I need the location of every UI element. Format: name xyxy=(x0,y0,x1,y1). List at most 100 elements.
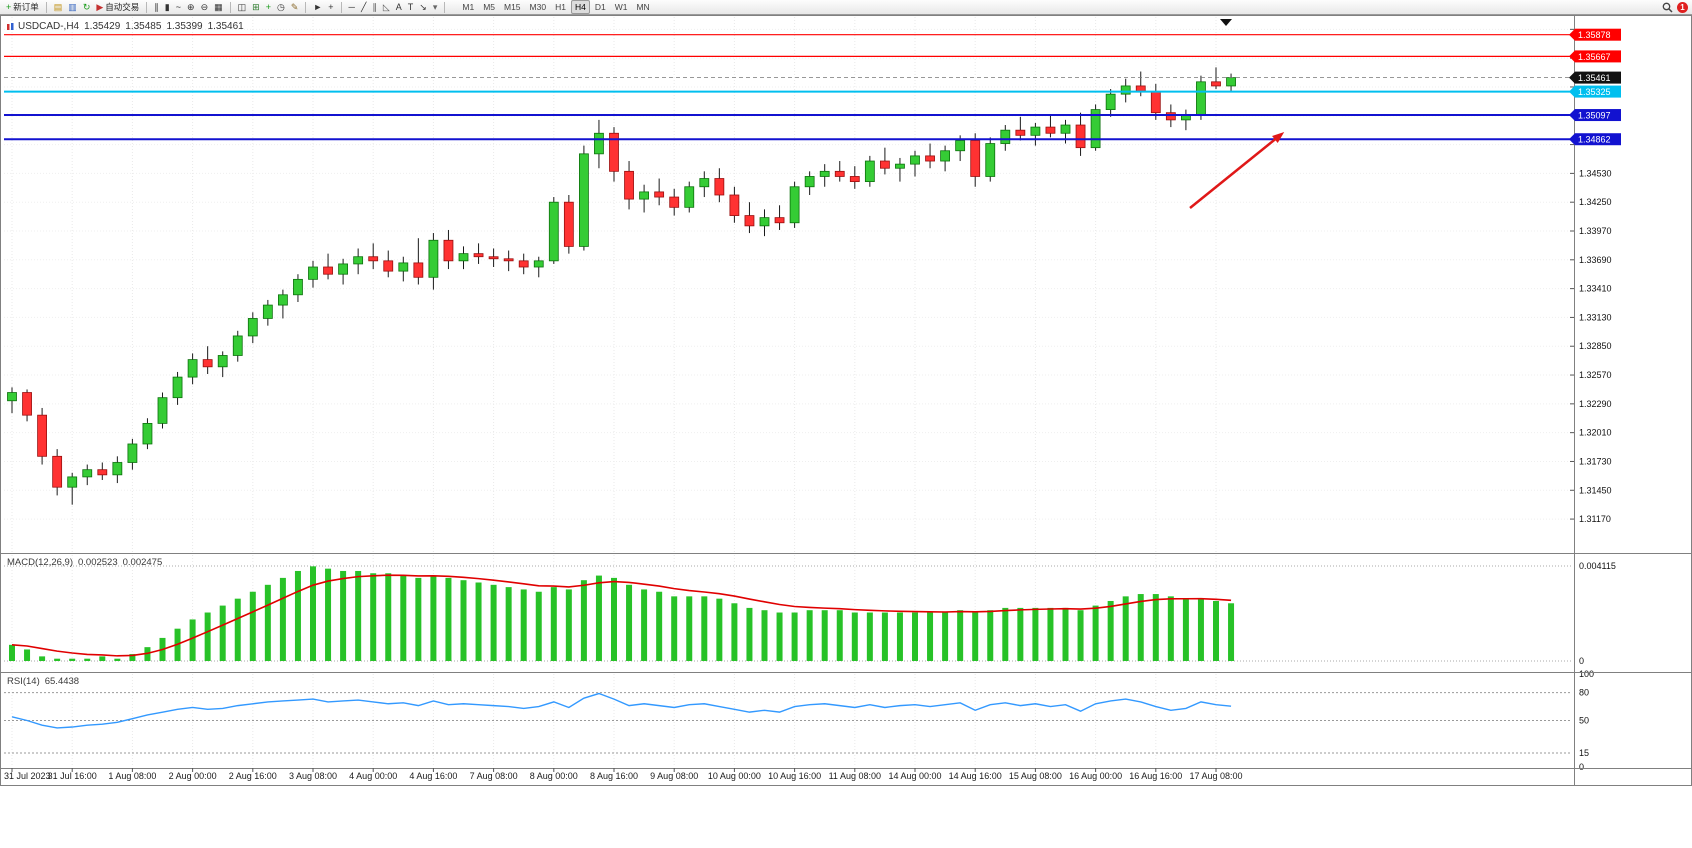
crosshair-tool-icon[interactable]: + xyxy=(326,1,335,14)
text-label-tool-icon-glyph: T xyxy=(407,1,414,12)
channel-tool-icon[interactable]: ∥ xyxy=(370,1,379,14)
candle xyxy=(699,178,710,188)
crosshair-tool-icon-glyph: + xyxy=(328,1,334,12)
candle xyxy=(955,140,966,152)
refresh-icon[interactable]: ↻ xyxy=(81,1,93,14)
price-axis-label: 1.33130 xyxy=(1579,312,1612,322)
time-axis-label: 17 Aug 08:00 xyxy=(1189,771,1242,781)
candle xyxy=(518,260,529,268)
periods-clock-icon[interactable]: ◷ xyxy=(275,1,287,14)
timeframe-m5-button[interactable]: M5 xyxy=(483,2,495,12)
horizontal-line-tool-icon-glyph: ─ xyxy=(348,1,355,12)
annotation-arrow[interactable] xyxy=(1189,131,1285,209)
arrows-dropdown-icon[interactable]: ▾ xyxy=(431,1,440,14)
macd-signal-value: 0.002475 xyxy=(122,557,163,568)
candle xyxy=(1105,93,1116,110)
candle xyxy=(1075,124,1086,149)
candle xyxy=(473,253,484,258)
candle xyxy=(1045,126,1056,134)
timeframe-mn-button[interactable]: MN xyxy=(636,2,650,12)
candle xyxy=(1015,129,1026,136)
candle xyxy=(1211,81,1221,87)
timeframe-h1-button[interactable]: H1 xyxy=(555,2,566,12)
rsi-axis-label: 50 xyxy=(1579,716,1589,726)
auto-trading-button[interactable]: ▶ 自动交易 xyxy=(94,1,141,14)
zoom-in-icon[interactable]: ⊕ xyxy=(185,1,197,14)
timeframe-m15-button[interactable]: M15 xyxy=(504,2,521,12)
candle xyxy=(624,170,634,200)
candle xyxy=(895,163,905,169)
candle xyxy=(548,201,559,262)
candle xyxy=(563,201,574,247)
candle xyxy=(804,176,815,188)
timeframe-d1-button[interactable]: D1 xyxy=(594,2,606,12)
indicators-add-icon[interactable]: + xyxy=(264,1,273,14)
candle xyxy=(308,266,318,280)
time-axis-label: 14 Aug 16:00 xyxy=(949,771,1002,781)
toolbar-separator xyxy=(444,1,446,13)
svg-text:1.34862: 1.34862 xyxy=(1578,135,1611,145)
horizontal-line-tool-icon[interactable]: ─ xyxy=(347,1,357,14)
candle xyxy=(1060,124,1071,134)
timeframe-m1-button[interactable]: M1 xyxy=(462,2,475,12)
price-badge-1.35097: 1.35097 xyxy=(1569,109,1621,122)
price-badge-1.35461: 1.35461 xyxy=(1569,71,1621,84)
timeframe-w1-button[interactable]: W1 xyxy=(614,2,628,12)
price-axis-label: 1.31170 xyxy=(1579,514,1611,524)
price-axis[interactable]: 1.34530 1.34250 1.33970 1.33690 1.33410 1.331… xyxy=(1570,28,1612,524)
candle xyxy=(729,194,740,216)
candlestick-mode-icon[interactable]: ▮ xyxy=(163,1,172,14)
time-axis-label: 31 Jul 2023 xyxy=(4,771,51,781)
candle xyxy=(789,186,800,224)
candle xyxy=(1196,81,1206,116)
price-axis-label: 1.32290 xyxy=(1579,399,1612,409)
search-icon[interactable] xyxy=(1660,1,1675,14)
chart-shift-marker[interactable] xyxy=(1220,19,1232,26)
candle xyxy=(925,155,935,162)
ohlc-bars-mode-icon[interactable]: ∥ xyxy=(152,1,161,14)
toolbar-separator xyxy=(146,1,148,13)
cursor-tool-icon[interactable]: ► xyxy=(311,1,324,14)
fibonacci-tool-icon[interactable]: ◺ xyxy=(381,1,392,14)
market-watch-icon[interactable]: ▥ xyxy=(66,1,79,14)
candle xyxy=(684,186,695,208)
candle xyxy=(52,455,63,488)
time-axis-label: 15 Aug 08:00 xyxy=(1009,771,1062,781)
text-tool-icon[interactable]: A xyxy=(394,1,404,14)
price-axis-label: 1.32850 xyxy=(1579,341,1612,351)
chart-profile-icon[interactable]: ▤ xyxy=(52,1,65,14)
auto-trading-button-glyph: ▶ xyxy=(96,1,104,12)
svg-text:1.35878: 1.35878 xyxy=(1578,30,1611,40)
trendline-tool-icon[interactable]: ╱ xyxy=(359,1,368,14)
zoom-out-icon[interactable]: ⊖ xyxy=(199,1,211,14)
candle xyxy=(112,462,123,476)
timeframe-m30-button[interactable]: M30 xyxy=(529,2,547,12)
candle xyxy=(217,355,228,368)
line-chart-mode-icon-glyph: ~ xyxy=(175,1,182,12)
arrange-charts-icon[interactable]: ◫ xyxy=(236,1,249,14)
line-chart-mode-icon[interactable]: ~ xyxy=(174,1,183,14)
periods-clock-icon-glyph: ◷ xyxy=(276,1,285,12)
svg-text:1.35325: 1.35325 xyxy=(1578,87,1611,97)
price-axis-label: 1.33970 xyxy=(1579,226,1612,236)
high-value: 1.35485 xyxy=(125,21,162,32)
arrows-tool-icon[interactable]: ↘ xyxy=(417,1,429,14)
candle xyxy=(353,256,364,265)
text-label-tool-icon[interactable]: T xyxy=(406,1,416,14)
tile-windows-icon[interactable]: ▦ xyxy=(212,1,225,14)
new-order-button[interactable]: + 新订单 xyxy=(4,1,41,14)
low-value: 1.35399 xyxy=(166,21,203,32)
chart-window-bg xyxy=(0,15,1692,786)
notification-badge[interactable]: 1 xyxy=(1677,1,1688,13)
arrange-charts-icon-glyph: ◫ xyxy=(237,1,247,12)
templates-edit-icon[interactable]: ✎ xyxy=(289,1,301,14)
time-axis-label: 8 Aug 00:00 xyxy=(530,771,578,781)
candle xyxy=(744,215,755,227)
time-axis-label: 16 Aug 16:00 xyxy=(1129,771,1182,781)
timeframe-h4-button[interactable]: H4 xyxy=(570,0,590,14)
candle xyxy=(1030,126,1041,136)
chart-shift-icon[interactable]: ⊞ xyxy=(250,1,262,14)
rsi-value: 65.4438 xyxy=(44,676,80,687)
